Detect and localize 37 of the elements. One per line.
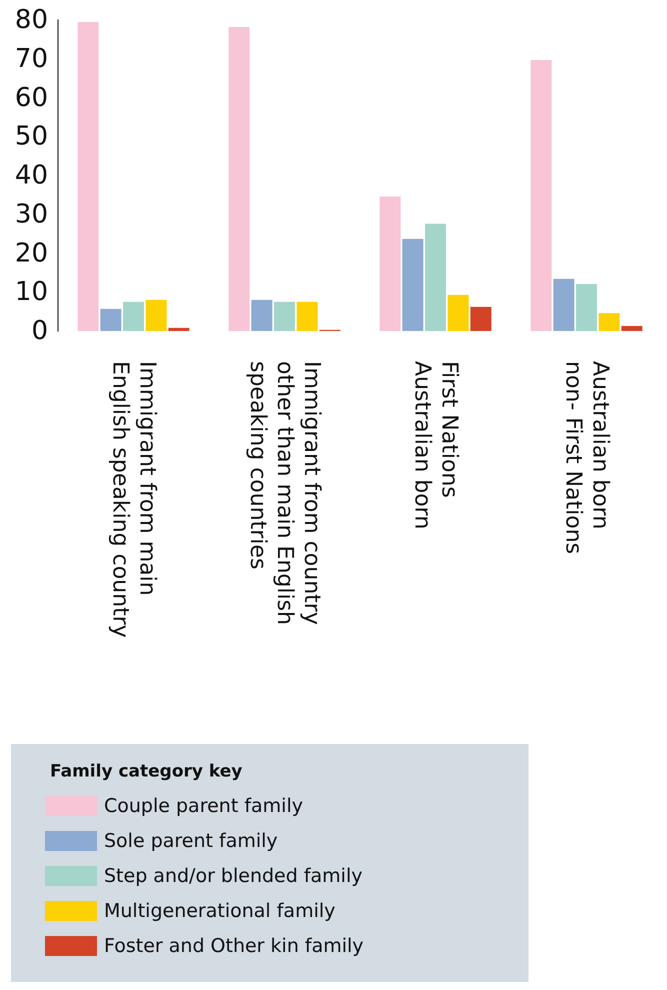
- bar: [78, 22, 99, 331]
- y-tick-label: 20: [14, 238, 48, 268]
- bar: [576, 284, 597, 331]
- legend-label: Multigenerational family: [104, 900, 336, 922]
- y-tick-label: 40: [14, 160, 48, 190]
- y-tick-label: 10: [14, 277, 48, 308]
- bar: [530, 60, 552, 331]
- y-tick-label: 0: [31, 316, 48, 346]
- bar: [274, 302, 295, 331]
- bar: [296, 302, 318, 331]
- bar: [146, 300, 167, 331]
- legend-label: Foster and Other kin family: [104, 935, 364, 957]
- y-tick-label: 80: [14, 5, 48, 35]
- bar: [251, 300, 272, 331]
- bar: [380, 196, 401, 331]
- bar: [123, 302, 144, 331]
- x-tick-label: Immigrant from country other than main English speaking countries: [245, 361, 324, 625]
- bar: [168, 328, 190, 331]
- bar: [425, 224, 446, 331]
- legend-label: Sole parent family: [104, 830, 278, 852]
- y-tick-label: 60: [14, 82, 48, 113]
- bar: [553, 278, 574, 331]
- y-tick-label: 50: [14, 122, 48, 152]
- bar: [621, 326, 642, 331]
- bar: [470, 306, 492, 331]
- legend-label: Step and/or blended family: [104, 865, 362, 887]
- x-tick-label: Australian born non- First Nations: [560, 361, 612, 554]
- y-tick-label: 30: [14, 199, 48, 230]
- bar: [100, 308, 122, 331]
- bar: [402, 238, 424, 331]
- legend-title: Family category key: [50, 762, 242, 782]
- legend-label: Couple parent family: [104, 795, 303, 817]
- x-tick-label: Immigrant from main English speaking country: [108, 361, 160, 638]
- bar: [598, 313, 620, 331]
- y-tick-label: 70: [14, 44, 48, 74]
- bar: [448, 294, 469, 331]
- bar: [228, 27, 250, 331]
